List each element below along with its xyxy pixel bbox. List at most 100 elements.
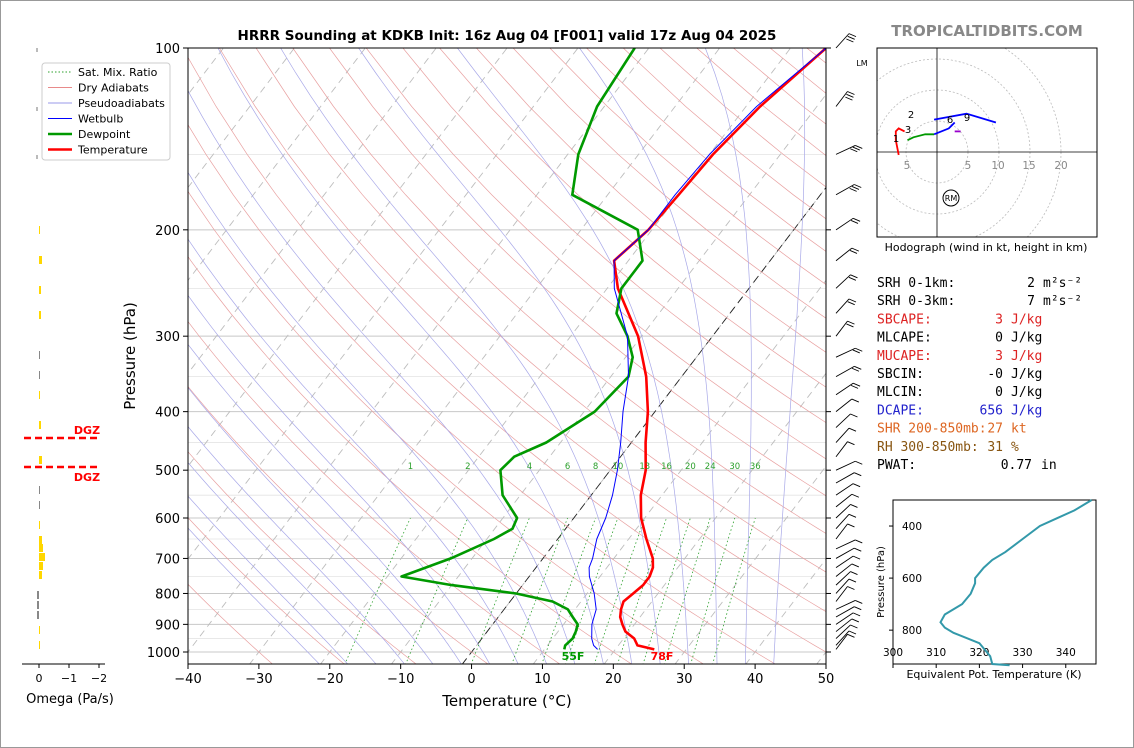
index-unit: % [1011, 440, 1019, 455]
mixing-ratio-label: 24 [705, 462, 716, 472]
pseudoadiabat [358, 48, 661, 664]
theta-e-line [939, 499, 1093, 667]
index-label: PWAT: [877, 458, 916, 473]
isotherm [816, 651, 826, 664]
omega-tick-label: −1 [61, 672, 77, 685]
wind-barb-flag [854, 365, 862, 370]
y-tick-label: 300 [155, 330, 180, 345]
hodograph-height-label: 1 [893, 134, 899, 145]
dgz-label-top: DGZ [74, 424, 100, 437]
wind-barb [835, 91, 848, 107]
wind-barb [835, 514, 850, 530]
rm-marker [942, 189, 960, 207]
hodograph-segment [933, 112, 997, 124]
profile-wetbulb [588, 48, 826, 650]
wind-barb [835, 460, 856, 471]
mixing-ratio-label: 1 [408, 462, 413, 472]
theta-e-x-tick-label: 340 [1056, 647, 1076, 659]
wind-barb [835, 217, 854, 231]
wind-barb [835, 472, 855, 484]
mixing-ratio-line [617, 517, 667, 664]
wind-barb [835, 413, 851, 428]
wind-barb-flag [851, 493, 860, 498]
index-value: -0 [987, 367, 1003, 382]
omega-bar [39, 501, 40, 509]
hodograph-ring-label: 20 [1054, 160, 1067, 172]
dry-adiabat [255, 48, 826, 573]
hodograph-box [876, 47, 1098, 238]
pseudoadiabat [188, 343, 462, 664]
hodograph-height-label: 9 [964, 113, 970, 124]
index-value: 31 [987, 440, 1003, 455]
x-tick-label: 10 [534, 672, 551, 687]
isotherm [320, 48, 791, 664]
index-unit: J/kg [1011, 331, 1042, 346]
index-label: RH 300-850mb: [877, 440, 979, 455]
mixing-ratio-label: 20 [685, 462, 696, 472]
wind-barb-flag [847, 35, 855, 40]
pseudoadiabat [773, 48, 806, 664]
isotherm [188, 48, 650, 653]
wind-barb-flag [847, 633, 855, 638]
hodograph-ring-label: 10 [991, 160, 1004, 172]
wind-barb [835, 571, 851, 586]
omega-bar [39, 553, 45, 561]
pseudoadiabat [188, 238, 519, 664]
index-value: 656 [980, 403, 1003, 418]
index-value: 0.77 [1001, 458, 1032, 473]
omega-bar [39, 571, 42, 579]
skewt-tick-labels: −40 −30 −20 −10 0 10 20 30 40 50 100 200 300 400 500 60… [147, 42, 834, 687]
index-label: SBCIN: [877, 367, 924, 382]
hodograph-labels: 5 5 10 15 20 1 2 3 6 9 [893, 110, 1068, 172]
omega-bar [39, 456, 42, 464]
wind-barb [835, 600, 856, 610]
dry-adiabat [188, 321, 561, 664]
hodograph-segment [907, 133, 935, 142]
wind-barb [835, 493, 853, 508]
wind-barb-flag [847, 91, 855, 95]
omega-bar [37, 601, 39, 609]
theta-e-y-tick-label: 800 [902, 625, 922, 637]
wind-barb-flag [848, 513, 857, 518]
omega-bar [39, 311, 41, 319]
wind-barb-flag [852, 612, 861, 617]
omega-panel: DGZ DGZ 0 −1 −2 Omega (Pa/s) [22, 48, 114, 707]
x-tick-label: −20 [316, 672, 343, 687]
y-tick-label: 900 [155, 618, 180, 633]
wind-barb-flag [848, 33, 857, 38]
index-label: MUCAPE: [877, 349, 932, 364]
mixing-ratio-label: 8 [593, 462, 598, 472]
mixing-ratio-line [663, 517, 711, 664]
hodograph-ring-label: 5 [904, 160, 911, 172]
index-label: DCAPE: [877, 403, 924, 418]
wind-barb [835, 634, 848, 650]
wind-barb-flag [850, 220, 859, 224]
omega-bar [39, 391, 40, 399]
wind-barb [835, 555, 854, 569]
wind-barb-flag [854, 606, 862, 611]
mixing-ratio-line [405, 517, 469, 664]
index-unit: m²s⁻² [1043, 294, 1082, 309]
mixing-ratio-label: 16 [661, 462, 672, 472]
wind-barb [835, 618, 853, 632]
wind-barb [835, 563, 853, 577]
wind-barb-flag [855, 144, 863, 149]
skewt-profiles [400, 48, 826, 651]
index-unit: in [1041, 458, 1057, 473]
dry-adiabat [733, 48, 826, 125]
theta-e-x-tick-label: 310 [926, 647, 946, 659]
surface-dewpoint-label: 55F [562, 650, 585, 663]
wind-barb [835, 539, 856, 550]
omega-bar [39, 286, 41, 294]
hodograph-ring-label: 5 [965, 160, 972, 172]
wind-barbs [835, 33, 863, 650]
wind-barb [835, 483, 854, 496]
wind-barb [835, 427, 850, 443]
mixing-ratio-line [593, 517, 646, 664]
wind-barb-flag [854, 547, 862, 552]
wind-barb-flag [849, 250, 858, 254]
wind-barb-flag [848, 630, 857, 635]
pseudoadiabat [188, 294, 491, 664]
theta-e-y-tick-label: 400 [902, 521, 922, 533]
